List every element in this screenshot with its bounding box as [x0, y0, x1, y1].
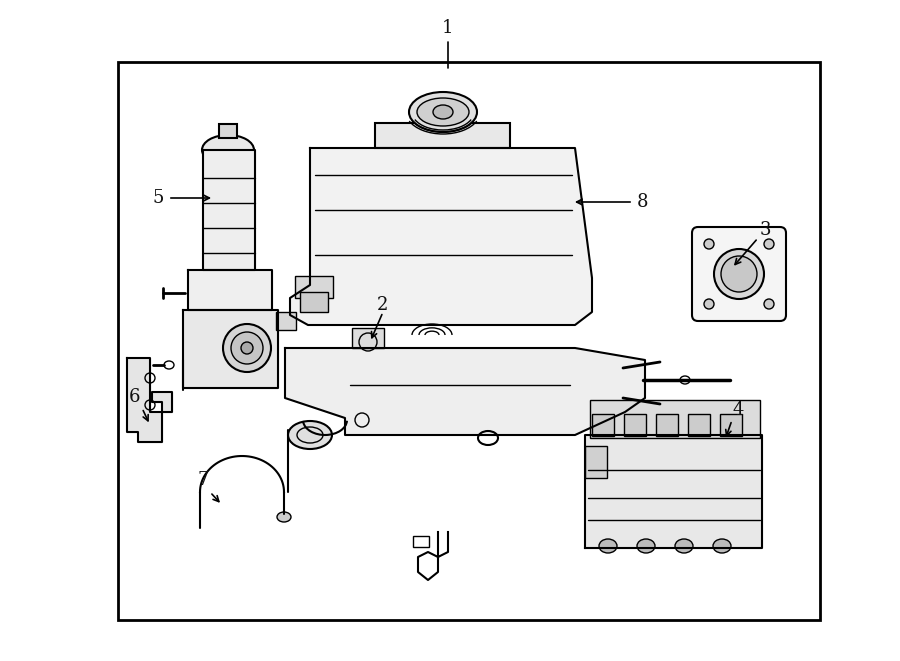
- Text: 4: 4: [733, 401, 743, 419]
- Ellipse shape: [202, 135, 254, 165]
- Text: 8: 8: [637, 193, 649, 211]
- Bar: [352, 328, 384, 348]
- Bar: [592, 414, 614, 436]
- Ellipse shape: [704, 299, 714, 309]
- Ellipse shape: [713, 539, 731, 553]
- Text: 2: 2: [377, 296, 389, 314]
- Ellipse shape: [704, 239, 714, 249]
- Text: 1: 1: [442, 19, 454, 37]
- Polygon shape: [188, 270, 272, 310]
- Ellipse shape: [764, 299, 774, 309]
- Polygon shape: [203, 150, 255, 270]
- Ellipse shape: [277, 512, 291, 522]
- Polygon shape: [285, 348, 645, 435]
- Ellipse shape: [241, 342, 253, 354]
- Ellipse shape: [288, 421, 332, 449]
- Bar: [300, 292, 328, 312]
- Bar: [219, 124, 237, 138]
- Bar: [624, 414, 646, 436]
- Ellipse shape: [764, 239, 774, 249]
- Text: 7: 7: [197, 471, 209, 489]
- Ellipse shape: [409, 92, 477, 132]
- Ellipse shape: [417, 98, 469, 126]
- Ellipse shape: [231, 332, 263, 364]
- Ellipse shape: [433, 105, 453, 119]
- Bar: [118, 62, 820, 620]
- Polygon shape: [183, 310, 278, 388]
- Ellipse shape: [714, 249, 764, 299]
- Polygon shape: [290, 148, 592, 325]
- Ellipse shape: [721, 256, 757, 292]
- Bar: [720, 414, 742, 436]
- Bar: [590, 400, 760, 438]
- Text: 3: 3: [760, 221, 770, 239]
- Bar: [656, 414, 678, 436]
- Bar: [276, 312, 296, 330]
- Bar: [413, 536, 429, 547]
- Polygon shape: [127, 358, 172, 442]
- Polygon shape: [585, 435, 762, 548]
- Text: 5: 5: [152, 189, 164, 207]
- Bar: [295, 276, 333, 298]
- Ellipse shape: [223, 324, 271, 372]
- Ellipse shape: [675, 539, 693, 553]
- Text: 6: 6: [130, 388, 140, 406]
- FancyBboxPatch shape: [692, 227, 786, 321]
- Ellipse shape: [599, 539, 617, 553]
- Bar: [375, 123, 510, 148]
- Bar: [585, 446, 607, 478]
- Bar: [688, 414, 710, 436]
- Ellipse shape: [637, 539, 655, 553]
